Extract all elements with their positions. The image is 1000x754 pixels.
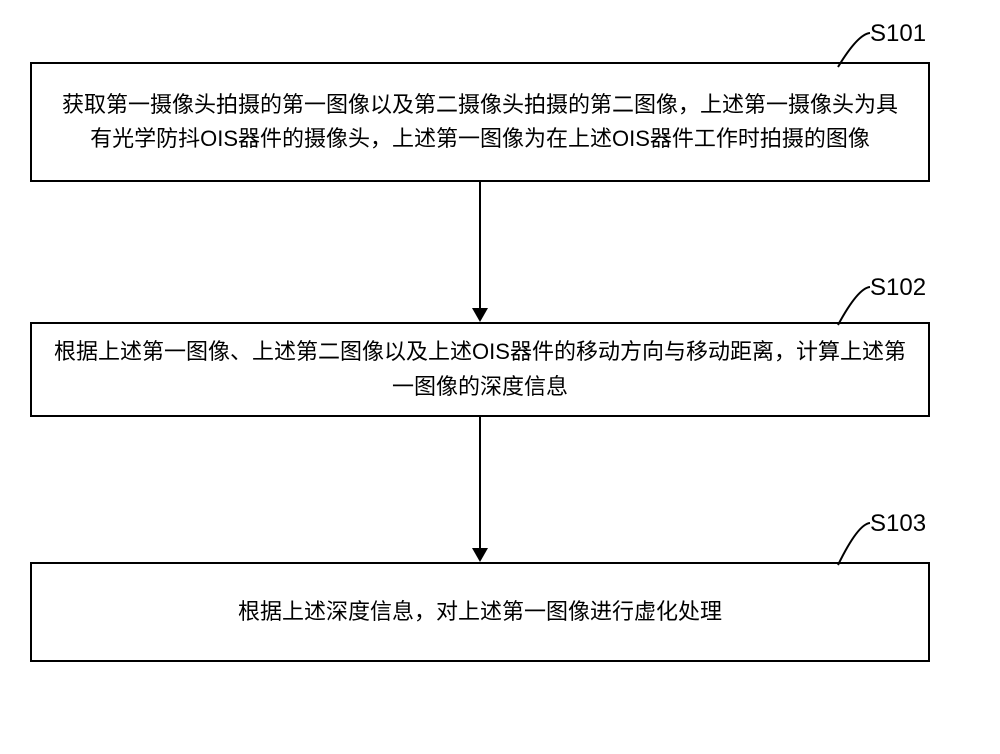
step-1-text: 获取第一摄像头拍摄的第一图像以及第二摄像头拍摄的第二图像，上述第一摄像头为具有光… bbox=[52, 88, 908, 156]
flowchart-step-1: 获取第一摄像头拍摄的第一图像以及第二摄像头拍摄的第二图像，上述第一摄像头为具有光… bbox=[30, 62, 930, 182]
flowchart-step-3: 根据上述深度信息，对上述第一图像进行虚化处理 bbox=[30, 562, 930, 662]
step-1-label: S101 bbox=[870, 20, 926, 48]
step-2-label: S102 bbox=[870, 274, 926, 302]
arrow-1-2 bbox=[479, 182, 481, 308]
arrow-head-1-2 bbox=[472, 308, 488, 322]
arrow-head-2-3 bbox=[472, 548, 488, 562]
step-2-text: 根据上述第一图像、上述第二图像以及上述OIS器件的移动方向与移动距离，计算上述第… bbox=[52, 335, 908, 403]
flowchart-step-2: 根据上述第一图像、上述第二图像以及上述OIS器件的移动方向与移动距离，计算上述第… bbox=[30, 322, 930, 417]
arrow-2-3 bbox=[479, 417, 481, 548]
step-3-label: S103 bbox=[870, 510, 926, 538]
step-3-text: 根据上述深度信息，对上述第一图像进行虚化处理 bbox=[238, 595, 722, 629]
